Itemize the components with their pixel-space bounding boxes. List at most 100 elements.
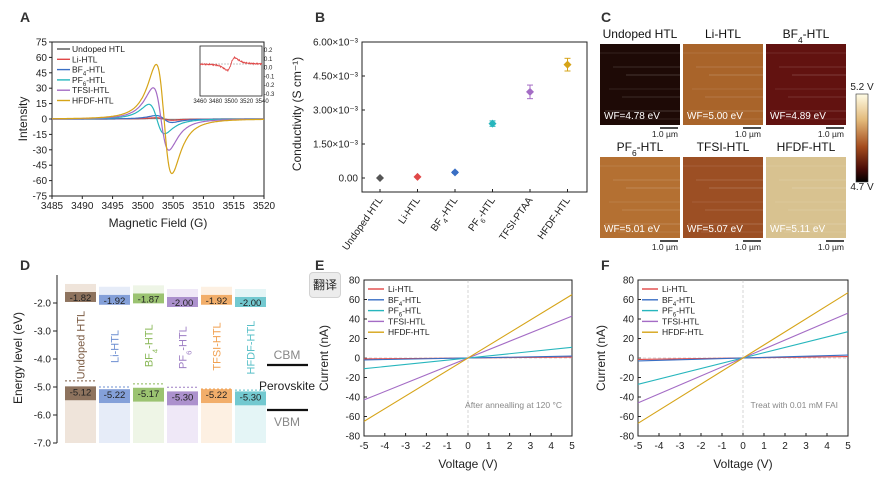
scale-bar-label: 1.0 µm xyxy=(735,242,761,252)
panel_e-xtick-label: 1 xyxy=(486,441,492,452)
kpfm-texture xyxy=(775,201,846,203)
perovskite-cbm-label: CBM xyxy=(274,348,301,362)
panel-e-ylabel: Current (nA) xyxy=(317,325,331,391)
panel-e-xlabel: Voltage (V) xyxy=(438,457,497,471)
kpfm-title-hfdf-htl: HFDF-HTL xyxy=(777,140,836,154)
panel-d-ytick-label: -5.0 xyxy=(34,383,52,394)
panel-c-kpfm-maps: Undoped HTL WF=4.78 eV 1.0 µm Li-HTL WF=5.00… xyxy=(600,27,846,252)
panel-b-point-hfdf-htl xyxy=(563,60,572,69)
cbm-block xyxy=(167,297,198,307)
panel-b-xtick-label-pf6-htl: PF6-HTL xyxy=(467,195,501,235)
inset-xtick-label: 3460 xyxy=(193,99,207,105)
panel-a-ytick-label: -60 xyxy=(33,176,48,187)
panel-a-xtick-label: 3510 xyxy=(192,201,215,212)
kpfm-image-undoped-htl xyxy=(600,44,680,125)
cbm-fade xyxy=(235,289,266,297)
panel-a-ytick-label: -30 xyxy=(33,145,48,156)
panel-b-ytick-label: 3.00×10⁻³ xyxy=(313,106,359,117)
translate-button[interactable]: 翻译 xyxy=(309,272,341,298)
panel-b-ytick-label: 4.50×10⁻³ xyxy=(313,72,359,83)
panel-a-ytick-label: 45 xyxy=(36,68,48,79)
panel_f-xtick-label: 4 xyxy=(824,441,830,452)
panel-e-iv: -5 -4 -3 -2 -1 0 1 2 3 4 5 80 60 40 20 0 -20 -40 -60 -80 Li… xyxy=(317,276,575,472)
kpfm-map-bf4-htl: BF4-HTL WF=4.89 eV 1.0 µm xyxy=(766,27,846,139)
panel-a-curve-hfdf-htl xyxy=(52,63,264,175)
kpfm-texture xyxy=(609,88,680,90)
vbm-block xyxy=(167,391,198,406)
legend-label-tfsi-htl: TFSI-HTL xyxy=(72,85,110,95)
kpfm-map-li-htl: Li-HTL WF=5.00 eV 1.0 µm xyxy=(683,27,763,139)
panel_e-ytick-label: -20 xyxy=(346,373,361,384)
kpfm-wf-value: WF=5.00 eV xyxy=(687,111,743,122)
panel_e-ytick-label: 20 xyxy=(349,334,361,345)
panel-a-xtick-label: 3495 xyxy=(101,201,124,212)
panel_f-legend-label-li-htl: Li-HTL xyxy=(662,284,688,294)
kpfm-texture xyxy=(775,88,846,90)
energy-column-tfsi-htl: -1.92 -5.22 TFSI-HTL xyxy=(201,286,232,443)
energy-column-pf6-htl: -2.00 -5.30 PF6-HTL xyxy=(167,289,198,443)
panel-d-ytick-label: -4.0 xyxy=(34,355,52,366)
cbm-fade xyxy=(99,286,130,295)
kpfm-texture xyxy=(605,110,680,112)
panel-b-xtick-label-bf4-htl: BF4-HTL xyxy=(429,195,463,235)
colorbar xyxy=(855,93,869,183)
kpfm-wf-value: WF=5.11 eV xyxy=(770,224,825,235)
vbm-value: -5.12 xyxy=(70,387,92,398)
energy-column-li-htl: -1.92 -5.22 Li-HTL xyxy=(99,286,130,443)
kpfm-texture xyxy=(683,165,763,167)
vbm-block xyxy=(201,389,232,404)
material-label-tfsi-htl: TFSI-HTL xyxy=(212,322,224,370)
vbm-fade xyxy=(65,400,96,443)
material-label-hfdf-htl: HFDF-HTL xyxy=(246,321,258,375)
perovskite-vbm-label: VBM xyxy=(274,415,300,429)
kpfm-texture xyxy=(626,187,680,189)
panel_f-ytick-label: -60 xyxy=(620,412,635,423)
panel-a-ytick-label: -15 xyxy=(33,130,48,141)
kpfm-texture xyxy=(792,74,846,76)
perovskite-label: Perovskite xyxy=(259,379,315,393)
panel-a-epr: 3485 3490 3495 3500 3505 3510 3515 3520 75 60 45 30… xyxy=(16,38,276,231)
legend-label-li-htl: Li-HTL xyxy=(72,54,98,64)
panel-a-ytick-label: 15 xyxy=(36,99,48,110)
panel-b-ylabel: Conductivity (S cm⁻¹) xyxy=(290,57,304,171)
panel-b-ytick-label: 0.00 xyxy=(339,174,359,185)
kpfm-title-pf6-htl: PF6-HTL xyxy=(617,140,664,158)
energy-column-undoped-htl: -1.82 -5.12 Undoped HTL xyxy=(65,283,96,443)
scale-bar-label: 1.0 µm xyxy=(818,129,844,139)
panel_f-xtick-label: -4 xyxy=(655,441,664,452)
material-label-pf6-htl: PF6-HTL xyxy=(178,326,194,369)
legend-label-hfdf-htl: HFDF-HTL xyxy=(72,96,114,106)
material-label-bf4-htl: BF4-HTL xyxy=(144,324,160,367)
panel-b-conductivity: 6.00×10⁻³ 4.50×10⁻³ 3.00×10⁻³ 1.50×10⁻³ 0.00… xyxy=(290,38,588,253)
panel_e-xtick-label: -5 xyxy=(360,441,369,452)
kpfm-title-bf4-htl: BF4-HTL xyxy=(783,27,830,45)
panel-d-ytick-label: -3.0 xyxy=(34,327,52,338)
vbm-value: -5.22 xyxy=(104,390,126,401)
cbm-value: -1.92 xyxy=(206,296,228,307)
scale-bar-label: 1.0 µm xyxy=(652,129,678,139)
panel_f-ytick-label: 40 xyxy=(623,315,635,326)
kpfm-texture xyxy=(622,96,680,98)
panel_e-xtick-label: -3 xyxy=(401,441,410,452)
vbm-fade xyxy=(201,403,232,443)
panel-b-point-bf4-htl xyxy=(451,168,459,177)
panel-f-iv: -5 -4 -3 -2 -1 0 1 2 3 4 5 80 60 40 20 0 -20 -40 -60 -80 Li… xyxy=(594,276,851,472)
cbm-fade xyxy=(133,285,164,294)
panel_e-line-hfdf-htl xyxy=(363,294,573,422)
panel_f-xtick-label: 0 xyxy=(740,441,746,452)
inset-axes xyxy=(199,45,263,97)
cbm-block xyxy=(235,297,266,307)
panel-a-xtick-label: 3485 xyxy=(41,201,64,212)
kpfm-title-tfsi-htl: TFSI-HTL xyxy=(697,140,750,154)
vbm-fade xyxy=(167,405,198,443)
panel-label-a: A xyxy=(20,9,30,25)
panel-label-c: C xyxy=(601,9,611,25)
kpfm-texture xyxy=(696,179,763,181)
kpfm-texture xyxy=(609,201,680,203)
kpfm-title-undoped-htl: Undoped HTL xyxy=(603,27,678,41)
panel_f-xtick-label: -1 xyxy=(718,441,727,452)
